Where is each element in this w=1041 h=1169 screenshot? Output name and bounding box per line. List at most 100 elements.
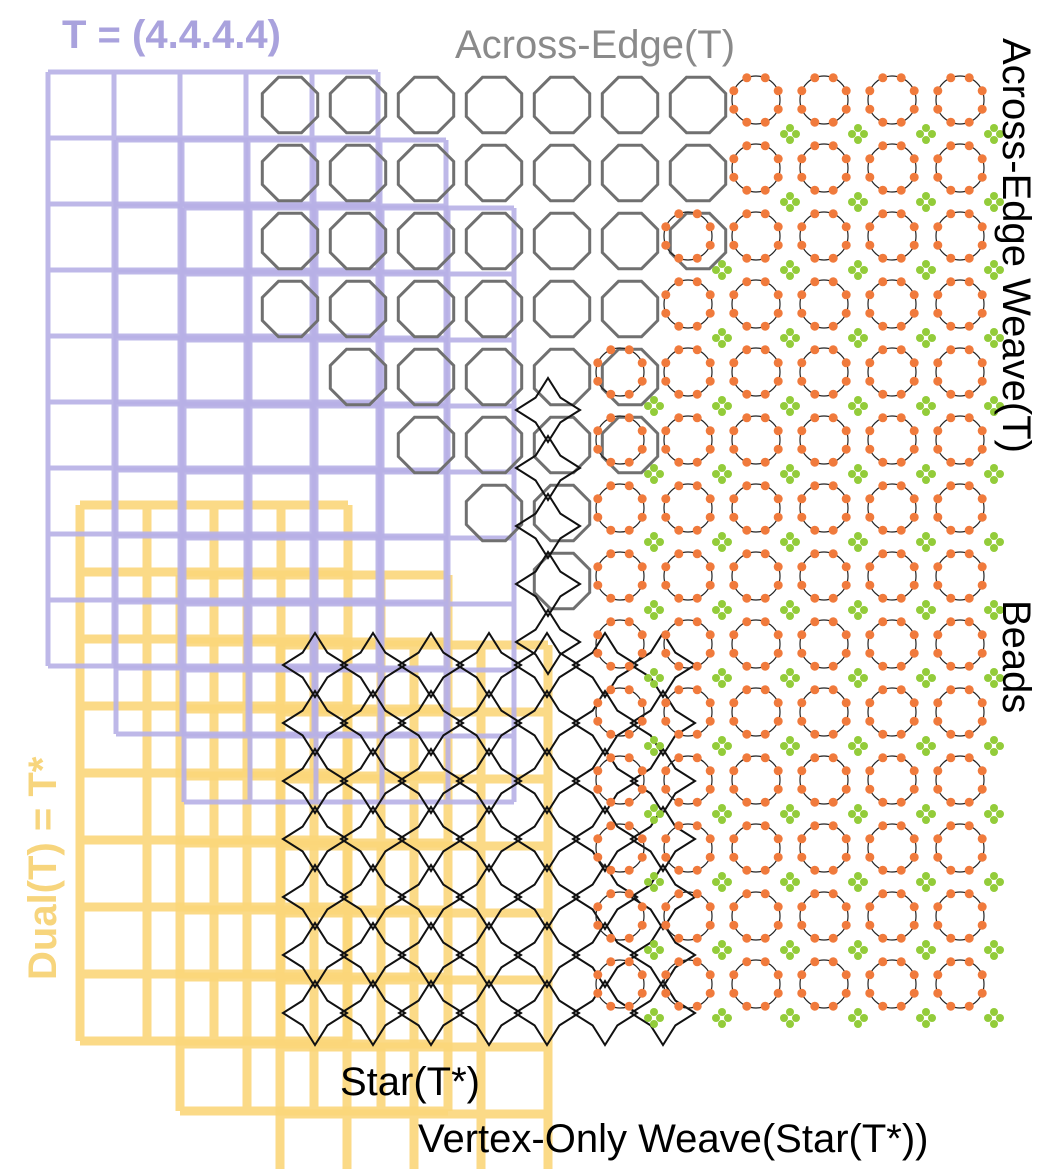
bead-orange	[760, 253, 770, 263]
bead-green	[780, 198, 788, 206]
bead-orange	[797, 86, 807, 96]
bead-orange	[624, 957, 634, 967]
bead-orange	[841, 376, 851, 386]
bead-orange	[705, 512, 715, 522]
bead-orange	[674, 549, 684, 559]
bead-green	[644, 470, 652, 478]
bead-orange	[878, 729, 888, 739]
bead-orange	[773, 308, 783, 318]
bead-orange	[692, 549, 702, 559]
bead-orange	[878, 117, 888, 127]
bead-orange	[977, 494, 987, 504]
bead-green	[984, 1014, 992, 1022]
star-motif	[513, 979, 581, 1047]
bead-orange	[742, 1001, 752, 1011]
bead-green	[990, 408, 998, 416]
bead-orange	[705, 308, 715, 318]
bead-orange	[729, 308, 739, 318]
bead-green	[854, 544, 862, 552]
bead-green	[786, 408, 794, 416]
weave-ring	[935, 415, 985, 465]
bead-orange	[828, 685, 838, 695]
bead-orange	[773, 698, 783, 708]
bead-orange	[773, 444, 783, 454]
bead-orange	[977, 920, 987, 930]
weave-ring	[663, 551, 713, 601]
bead-orange	[760, 389, 770, 399]
bead-green	[854, 680, 862, 688]
bead-green	[650, 532, 658, 540]
bead-green	[650, 736, 658, 744]
star-motif	[455, 863, 523, 931]
bead-green	[990, 464, 998, 472]
bead-orange	[637, 716, 647, 726]
octagon	[532, 75, 592, 135]
weave-ring	[867, 823, 917, 873]
bead-orange	[878, 389, 888, 399]
bead-orange	[637, 648, 647, 658]
weave-ring	[867, 211, 917, 261]
bead-green	[792, 606, 800, 614]
bead-green	[724, 334, 732, 342]
bead-orange	[760, 345, 770, 355]
bead-orange	[946, 933, 956, 943]
bead-green	[780, 742, 788, 750]
bead-orange	[760, 753, 770, 763]
bead-green	[854, 464, 862, 472]
bead-green	[650, 952, 658, 960]
bead-orange	[964, 185, 974, 195]
bead-green	[780, 810, 788, 818]
bead-orange	[828, 525, 838, 535]
bead-green	[916, 266, 924, 274]
bead-orange	[637, 920, 647, 930]
weave-ring	[731, 823, 781, 873]
bead-orange	[624, 797, 634, 807]
bead-green	[656, 810, 664, 818]
bead-orange	[896, 933, 906, 943]
bead-green	[718, 884, 726, 892]
bead-orange	[909, 784, 919, 794]
bead-green	[916, 742, 924, 750]
bead-orange	[692, 481, 702, 491]
bead-orange	[705, 970, 715, 980]
bead-green	[712, 266, 720, 274]
weave-ring	[867, 415, 917, 465]
bead-orange	[841, 834, 851, 844]
bead-green	[712, 946, 720, 954]
bead-orange	[624, 933, 634, 943]
bead-orange	[964, 889, 974, 899]
bead-orange	[828, 389, 838, 399]
bead-orange	[797, 222, 807, 232]
bead-orange	[624, 457, 634, 467]
bead-orange	[964, 797, 974, 807]
bead-orange	[760, 685, 770, 695]
bead-orange	[865, 86, 875, 96]
bead-orange	[692, 661, 702, 671]
bead-orange	[661, 376, 671, 386]
bead-orange	[977, 512, 987, 522]
bead-orange	[637, 902, 647, 912]
weave-ring	[799, 75, 849, 125]
bead-orange	[865, 494, 875, 504]
bead-green	[916, 538, 924, 546]
bead-orange	[896, 345, 906, 355]
bead-orange	[797, 970, 807, 980]
bead-green	[860, 1014, 868, 1022]
weave-ring	[799, 619, 849, 669]
bead-orange	[729, 580, 739, 590]
bead-green	[848, 742, 856, 750]
bead-orange	[909, 308, 919, 318]
bead-orange	[661, 290, 671, 300]
bead-orange	[896, 1001, 906, 1011]
bead-orange	[760, 321, 770, 331]
bead-orange	[977, 766, 987, 776]
bead-green	[928, 674, 936, 682]
bead-orange	[624, 413, 634, 423]
star-motif	[629, 921, 697, 989]
bead-orange	[742, 277, 752, 287]
bead-green	[854, 1020, 862, 1028]
bead-orange	[760, 661, 770, 671]
bead-orange	[841, 240, 851, 250]
bead-orange	[977, 970, 987, 980]
bead-orange	[878, 185, 888, 195]
